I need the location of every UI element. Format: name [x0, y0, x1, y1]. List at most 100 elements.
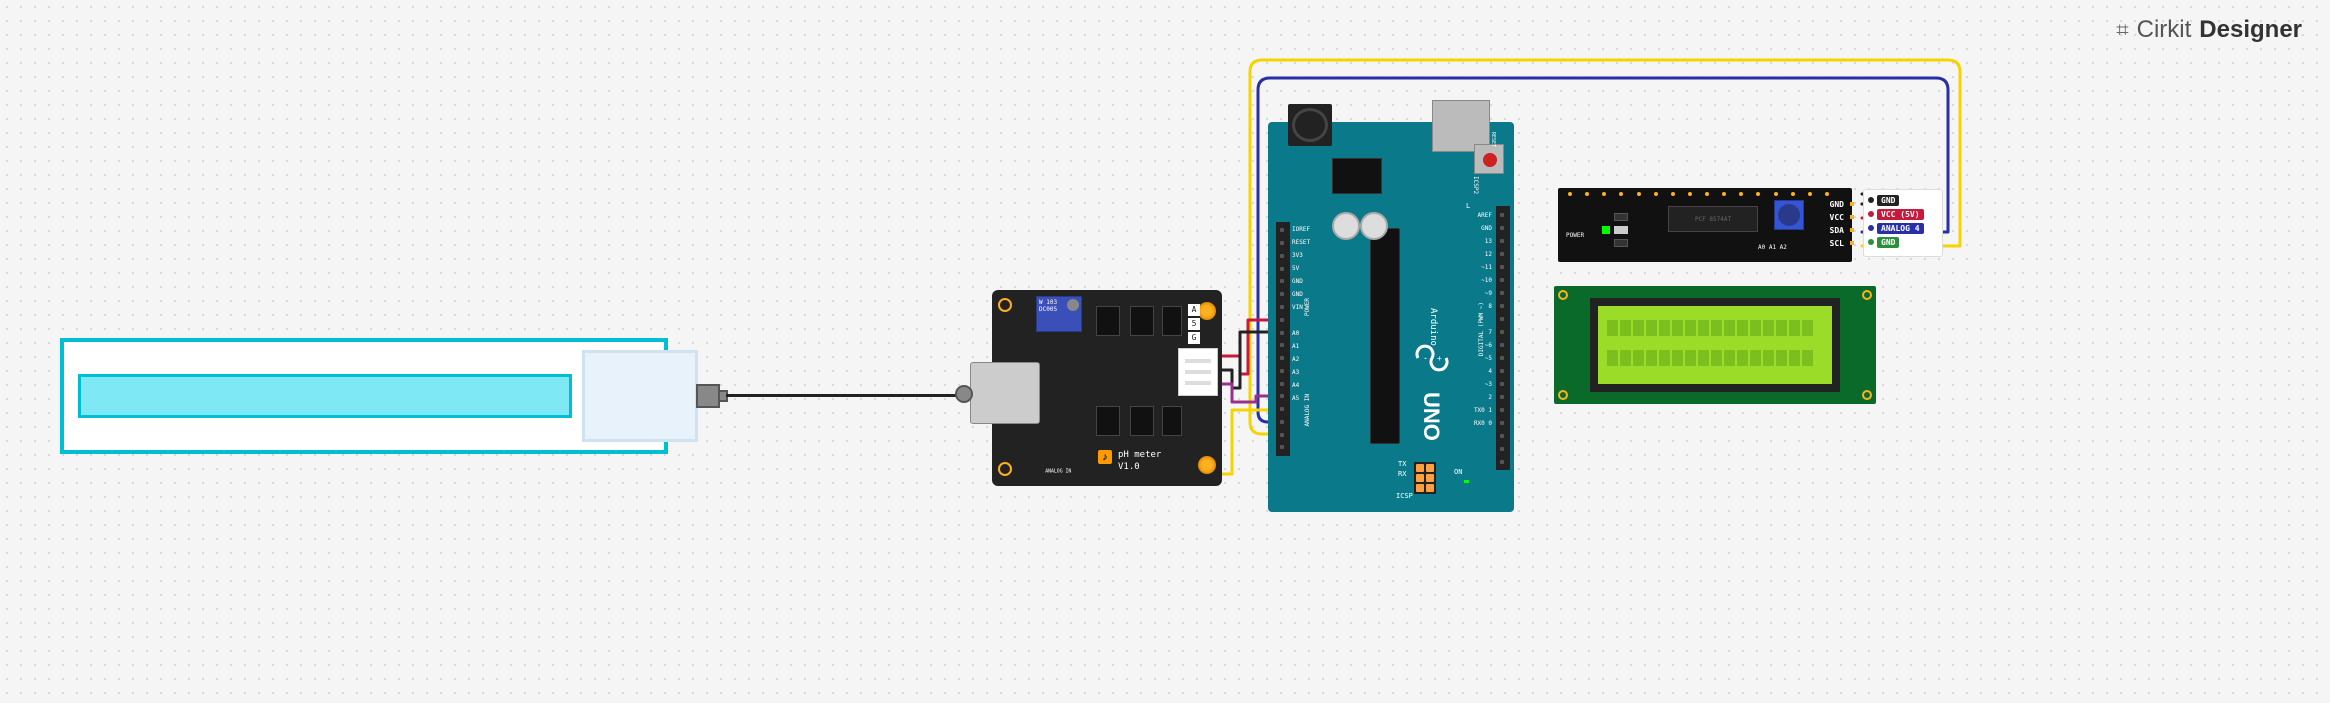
- uno-regulator-chip: [1332, 158, 1382, 194]
- uno-pin-label: 2: [1466, 394, 1492, 401]
- uno-icsp-label: ICSP: [1396, 492, 1413, 500]
- uno-pin-label: IOREF: [1292, 226, 1310, 233]
- uno-on-label: ON: [1454, 468, 1462, 476]
- lcd-char-cell: [1620, 350, 1631, 366]
- uno-pin-label: 8: [1466, 303, 1492, 310]
- signal-dot-icon: [1868, 239, 1874, 245]
- canvas[interactable]: 𝆕 pH meter V1.0 ANALOG IN W 103 DC005 A5…: [0, 0, 2330, 703]
- ph-probe-tip: [696, 384, 720, 408]
- uno-pin-label: 13: [1466, 238, 1492, 245]
- uno-header-right[interactable]: [1496, 206, 1510, 470]
- signal-legend-row: VCC (5V): [1868, 208, 1924, 220]
- lcd-char-cell: [1776, 350, 1787, 366]
- uno-pin-label: A3: [1292, 369, 1299, 376]
- lcd-i2c-pin-label: VCC: [1830, 213, 1844, 222]
- lcd-char-cell: [1685, 350, 1696, 366]
- lcd-char-cell: [1659, 350, 1670, 366]
- lcd-char-cell: [1633, 350, 1644, 366]
- lcd-i2c-pin[interactable]: [1850, 228, 1854, 232]
- uno-header-left[interactable]: [1276, 222, 1290, 456]
- ph-ic-chip: [1162, 306, 1182, 336]
- lcd-char-cell: [1763, 320, 1774, 336]
- watermark-brand: Cirkit: [2137, 16, 2192, 44]
- lcd-char-cell: [1659, 320, 1670, 336]
- ph-pin-label: A: [1188, 304, 1200, 316]
- signal-legend-row: GND: [1868, 194, 1899, 206]
- lcd-addr-label: A0 A1 A2: [1758, 244, 1787, 251]
- ph-connector[interactable]: [1178, 348, 1218, 396]
- uno-icsp2-label: ICSP2: [1472, 176, 1479, 194]
- lcd-char-cell: [1698, 320, 1709, 336]
- signal-legend-row: GND: [1868, 236, 1899, 248]
- lcd-char-cell: [1607, 350, 1618, 366]
- uno-power-jack: [1288, 104, 1332, 146]
- uno-pin-label: ~10: [1466, 277, 1492, 284]
- ph-mounting-screw: [1198, 302, 1216, 320]
- ph-probe-inner: [78, 374, 572, 418]
- lcd-i2c-backpack[interactable]: PCF 8574AT POWER A0 A1 A2 GNDVCCSDASCL: [1558, 188, 1852, 262]
- lcd-power-label: POWER: [1566, 232, 1584, 239]
- uno-rx-label: RX: [1398, 470, 1406, 478]
- watermark-product: Designer: [2199, 16, 2302, 44]
- uno-pin-label: ~11: [1466, 264, 1492, 271]
- uno-capacitor: [1332, 212, 1360, 240]
- lcd-char-cell: [1607, 320, 1618, 336]
- watermark: ⌗ Cirkit Designer: [2116, 16, 2302, 44]
- lcd-i2c-pin[interactable]: [1850, 202, 1854, 206]
- lcd-i2c-contrast-trimmer[interactable]: [1774, 200, 1804, 230]
- ph-ic-chip: [1162, 406, 1182, 436]
- lcd-char-cell: [1724, 350, 1735, 366]
- lcd-i2c-pin[interactable]: [1850, 215, 1854, 219]
- uno-pin-label: 7: [1466, 329, 1492, 336]
- uno-reset-label: RESET: [1490, 132, 1496, 147]
- uno-power-section: POWER: [1304, 298, 1311, 316]
- lcd-char-cell: [1685, 320, 1696, 336]
- uno-pin-label: GND: [1292, 291, 1303, 298]
- lcd-char-cell: [1672, 350, 1683, 366]
- ph-ic-chip: [1096, 406, 1120, 436]
- signal-label: ANALOG 4: [1877, 223, 1924, 234]
- ph-mounting-hole: [998, 462, 1012, 476]
- uno-pin-label: RESET: [1292, 239, 1310, 246]
- signal-dot-icon: [1868, 225, 1874, 231]
- lcd-chip-label: PCF 8574AT: [1669, 207, 1757, 231]
- ph-ic-chip: [1130, 406, 1154, 436]
- uno-reset-button[interactable]: [1474, 144, 1504, 174]
- signal-label: GND: [1877, 195, 1899, 206]
- pin-signal-legend: GND VCC (5V) ANALOG 4 GND: [1864, 190, 1942, 256]
- lcd-i2c-pin-label: SDA: [1830, 226, 1844, 235]
- lcd-char-cell: [1789, 320, 1800, 336]
- lcd-char-cell: [1802, 350, 1813, 366]
- arduino-uno[interactable]: UNO - + Arduino POWER ANALOG IN DIGITAL …: [1268, 122, 1514, 552]
- svg-text:+: +: [1437, 354, 1442, 363]
- uno-pin-label: A0: [1292, 330, 1299, 337]
- uno-icsp-header[interactable]: [1414, 462, 1436, 494]
- ph-trimmer[interactable]: W 103 DC005: [1036, 296, 1082, 332]
- lcd-char-cell: [1646, 350, 1657, 366]
- uno-pin-label: 12: [1466, 251, 1492, 258]
- uno-pin-label: AREF: [1466, 212, 1492, 219]
- lcd-i2c-pin[interactable]: [1850, 241, 1854, 245]
- lcd-char-cell: [1737, 350, 1748, 366]
- watermark-icon: ⌗: [2116, 17, 2128, 43]
- ph-trim-label: W 103 DC005: [1039, 299, 1057, 313]
- lcd-char-cell: [1724, 320, 1735, 336]
- uno-pin-label: ~5: [1466, 355, 1492, 362]
- ph-meter-label: pH meter: [1118, 450, 1161, 460]
- uno-pin-label: VIN: [1292, 304, 1303, 311]
- lcd-char-cell: [1789, 350, 1800, 366]
- lcd-char-cell: [1646, 320, 1657, 336]
- lcd-mount-hole: [1862, 290, 1872, 300]
- ph-probe-cable: [726, 394, 972, 397]
- ph-ic-chip: [1096, 306, 1120, 336]
- signal-label: VCC (5V): [1877, 209, 1924, 220]
- lcd-mount-hole: [1558, 390, 1568, 400]
- uno-pin-label: ~9: [1466, 290, 1492, 297]
- uno-pin-label: A4: [1292, 382, 1299, 389]
- signal-dot-icon: [1868, 197, 1874, 203]
- lcd-char-cell: [1802, 320, 1813, 336]
- uno-pin-label: A1: [1292, 343, 1299, 350]
- lcd-char-cell: [1750, 320, 1761, 336]
- uno-l-label: L: [1466, 202, 1470, 210]
- lcd-i2c-chip: PCF 8574AT: [1668, 206, 1758, 232]
